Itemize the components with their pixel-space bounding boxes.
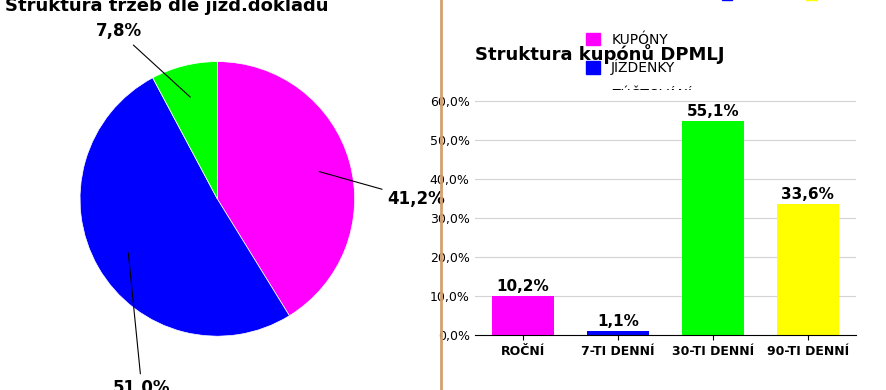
Wedge shape [152,62,217,199]
Text: Struktura kupónů DPMLJ: Struktura kupónů DPMLJ [474,44,723,64]
Text: 33,6%: 33,6% [781,188,833,202]
Wedge shape [217,62,354,316]
Wedge shape [80,78,289,336]
Text: 51,0%: 51,0% [113,253,170,390]
Bar [681,121,742,335]
Text: 41,2%: 41,2% [319,172,445,208]
Text: Struktura tržeb dle jízd.dokladu: Struktura tržeb dle jízd.dokladu [4,0,328,15]
Bar [492,296,553,335]
Text: 55,1%: 55,1% [686,104,738,119]
Text: 1,1%: 1,1% [596,314,638,329]
Legend: ROČNÍ, 7-TI DENNÍ, 30-TI DENNÍ, 90-TI DENNÍ: ROČNÍ, 7-TI DENNÍ, 30-TI DENNÍ, 90-TI DE… [716,0,886,7]
Text: 7,8%: 7,8% [96,22,190,97]
Legend: KUPÓNY, JÍZDENKY, ZÚČTOVÁNÍ
IDOL: KUPÓNY, JÍZDENKY, ZÚČTOVÁNÍ IDOL [580,27,697,124]
Text: 10,2%: 10,2% [496,279,548,294]
Bar [776,204,837,335]
Bar [587,331,648,335]
